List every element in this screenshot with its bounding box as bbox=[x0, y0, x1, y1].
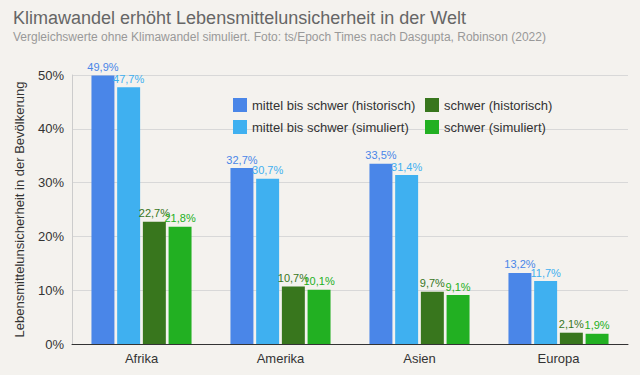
svg-text:9,7%: 9,7% bbox=[420, 277, 445, 289]
svg-text:11,7%: 11,7% bbox=[530, 267, 561, 279]
svg-text:40%: 40% bbox=[38, 121, 64, 136]
svg-text:mittel bis schwer (simuliert): mittel bis schwer (simuliert) bbox=[252, 120, 409, 135]
svg-text:Afrika: Afrika bbox=[125, 351, 159, 366]
svg-text:schwer (simuliert): schwer (simuliert) bbox=[444, 120, 546, 135]
svg-text:Europa: Europa bbox=[538, 351, 581, 366]
svg-text:10%: 10% bbox=[38, 283, 64, 298]
svg-text:33,5%: 33,5% bbox=[365, 149, 396, 161]
svg-text:Asien: Asien bbox=[403, 351, 436, 366]
svg-text:49,9%: 49,9% bbox=[87, 61, 118, 73]
svg-text:30,7%: 30,7% bbox=[252, 164, 283, 176]
svg-text:1,9%: 1,9% bbox=[585, 319, 610, 331]
svg-text:31,4%: 31,4% bbox=[391, 161, 422, 173]
svg-text:Vergleichswerte ohne Klimawand: Vergleichswerte ohne Klimawandel simulie… bbox=[13, 30, 546, 44]
svg-text:32,7%: 32,7% bbox=[226, 153, 258, 166]
svg-text:10,1%: 10,1% bbox=[303, 275, 334, 287]
svg-text:20%: 20% bbox=[38, 229, 64, 244]
svg-text:Lebensmittelunsicherheit in de: Lebensmittelunsicherheit in der Bevölker… bbox=[12, 82, 27, 338]
svg-text:50%: 50% bbox=[38, 68, 64, 83]
svg-text:13,2%: 13,2% bbox=[504, 258, 536, 271]
svg-text:22,7%: 22,7% bbox=[138, 207, 170, 220]
svg-text:Amerika: Amerika bbox=[257, 351, 305, 366]
svg-text:21,8%: 21,8% bbox=[164, 212, 195, 224]
svg-text:47,7%: 47,7% bbox=[113, 73, 144, 85]
svg-text:Klimawandel erhöht Lebensmitte: Klimawandel erhöht Lebensmittelunsicherh… bbox=[13, 8, 466, 28]
svg-text:2,1%: 2,1% bbox=[559, 318, 584, 330]
svg-text:mittel bis schwer (historisch): mittel bis schwer (historisch) bbox=[252, 98, 415, 113]
svg-text:9,1%: 9,1% bbox=[446, 281, 471, 293]
svg-text:30%: 30% bbox=[38, 175, 64, 190]
svg-text:0%: 0% bbox=[45, 337, 64, 352]
svg-text:10,7%: 10,7% bbox=[277, 271, 309, 284]
svg-text:schwer (historisch): schwer (historisch) bbox=[444, 98, 552, 113]
